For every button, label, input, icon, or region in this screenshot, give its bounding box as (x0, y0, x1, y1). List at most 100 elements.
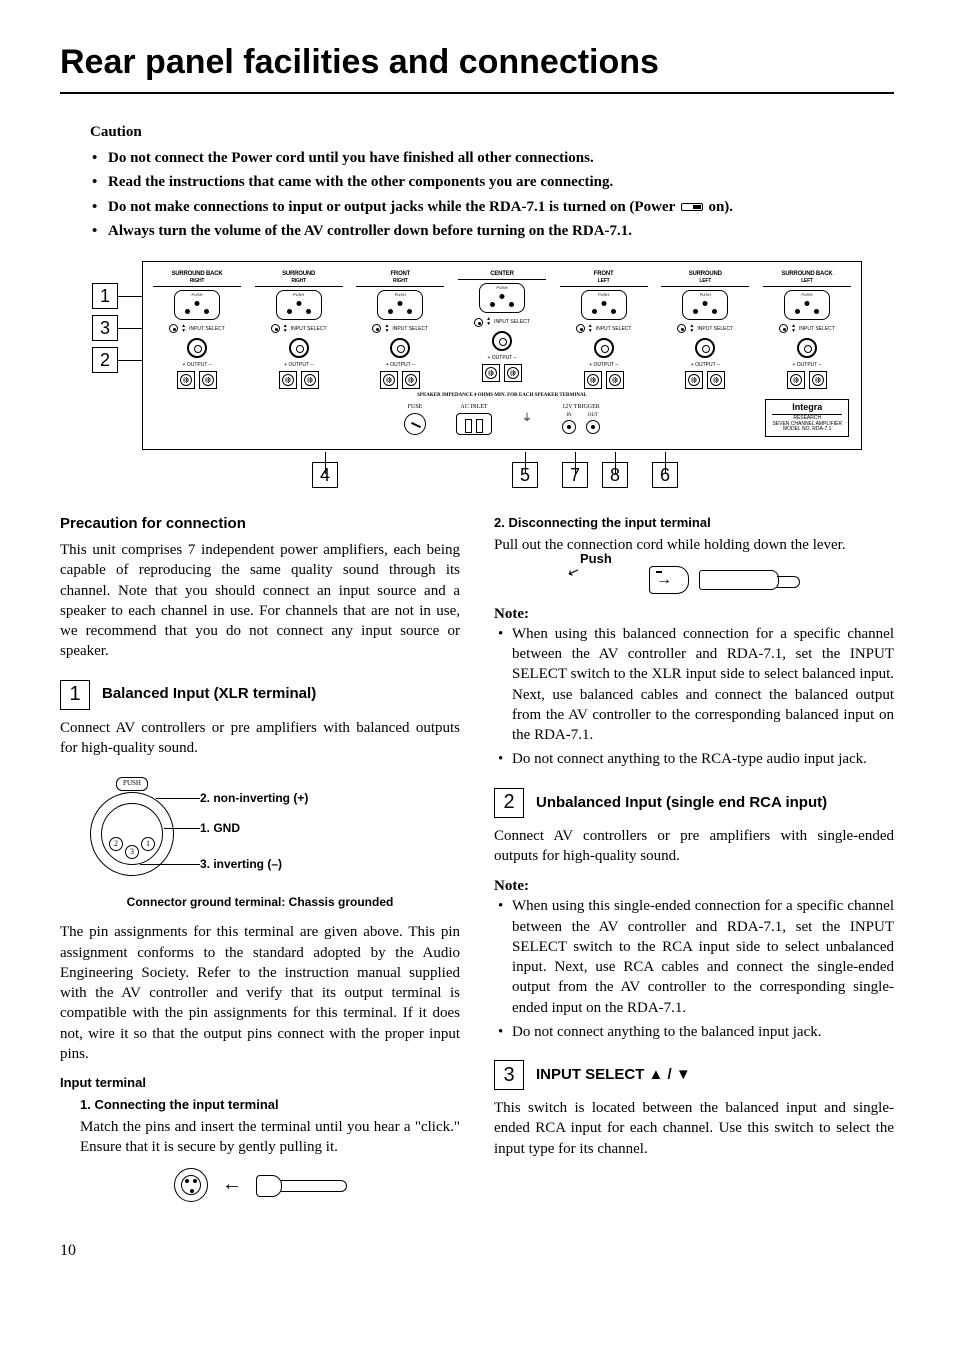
rca-input-icon (187, 338, 207, 358)
pin-label-3: 3. inverting (–) (200, 856, 282, 872)
channel-label: FRONTLEFT (560, 270, 648, 287)
plug-icon (256, 1172, 346, 1198)
section-1-p1: Connect AV controllers or pre amplifiers… (60, 718, 460, 759)
fuse-label: FUSE (404, 403, 426, 411)
speaker-terminals (255, 371, 343, 389)
callout-2: 2 (92, 347, 118, 373)
xlr-pin-diagram: 1 2 3 (80, 772, 200, 882)
trigger-block: 12V TRIGGER IN OUT (562, 403, 600, 434)
rca-input-icon (695, 338, 715, 358)
binding-post-icon (787, 371, 805, 389)
xlr-input-icon (784, 290, 830, 320)
xlr-input-icon (174, 290, 220, 320)
binding-post-icon (809, 371, 827, 389)
precaution-heading: Precaution for connection (60, 514, 460, 534)
select-knob-icon (779, 324, 788, 333)
binding-post-icon (606, 371, 624, 389)
channel-label: SURROUNDRIGHT (255, 270, 343, 287)
socket-icon (174, 1168, 208, 1202)
section-3-text: This switch is located between the balan… (494, 1098, 894, 1159)
section-1-number: 1 (60, 680, 90, 710)
arrow-right-icon: → (656, 569, 672, 591)
caution-block: Caution Do not connect the Power cord un… (90, 122, 894, 241)
caution-heading: Caution (90, 122, 894, 142)
disconnecting-heading: 2. Disconnecting the input terminal (494, 514, 894, 532)
impedance-label: SPEAKER IMPEDANCE 4 OHMS MIN. FOR EACH S… (417, 393, 587, 398)
precaution-text: This unit comprises 7 independent power … (60, 540, 460, 662)
rca-input-icon (797, 338, 817, 358)
rca-input-icon (390, 338, 410, 358)
binding-post-icon (482, 364, 500, 382)
note-item: When using this single-ended connection … (512, 896, 894, 1018)
push-label: Push (580, 550, 612, 568)
channel-label: SURROUND BACKLEFT (763, 270, 851, 287)
ac-inlet-block: AC INLET (456, 403, 492, 435)
section-2-number: 2 (494, 788, 524, 818)
disconnecting-text: Pull out the connection cord while holdi… (494, 535, 894, 555)
input-select-row: ▲▼INPUT SELECT (763, 324, 851, 334)
channel-block: SURROUNDLEFT▲▼INPUT SELECT+ OUTPUT – (661, 270, 749, 389)
channel-block: SURROUND BACKLEFT ▲▼INPUT SELECT + OUTPUT … (763, 270, 851, 389)
pin-label-2: 2. non-inverting (+) (200, 790, 308, 806)
right-column: 2. Disconnecting the input terminal Pull… (494, 514, 894, 1216)
output-label: + OUTPUT – (560, 362, 648, 369)
input-select-row: ▲▼INPUT SELECT (560, 324, 648, 334)
rca-input-icon (492, 331, 512, 351)
connecting-text: Match the pins and insert the terminal u… (80, 1117, 460, 1158)
pin-label-1: 1. GND (200, 820, 240, 836)
input-select-row: ▲▼INPUT SELECT (356, 324, 444, 334)
plug-barrel-icon (699, 570, 779, 590)
ac-label: AC INLET (456, 403, 492, 411)
input-terminal-heading: Input terminal (60, 1074, 460, 1092)
caution-item: Read the instructions that came with the… (108, 172, 894, 192)
disconnecting-diagram: Push ↘ → (534, 566, 894, 594)
brand-sub: RESEARCH SEVEN CHANNEL AMPLIFIER MODEL N… (772, 416, 842, 433)
caution-item: Do not make connections to input or outp… (108, 197, 894, 217)
note-item: Do not connect anything to the balanced … (512, 1022, 894, 1042)
caution-item: Always turn the volume of the AV control… (108, 221, 894, 241)
output-label: + OUTPUT – (255, 362, 343, 369)
trigger-label: 12V TRIGGER (562, 403, 600, 411)
note-item: Do not connect anything to the RCA-type … (512, 749, 894, 769)
binding-post-icon (301, 371, 319, 389)
callout-1: 1 (92, 283, 118, 309)
trigger-in-jack-icon (562, 420, 576, 434)
rca-input-icon (289, 338, 309, 358)
binding-post-icon (279, 371, 297, 389)
rear-panel-diagram: 1 3 2 SURROUND BACKRIGHT▲▼INPUT SELECT+ … (92, 261, 862, 490)
speaker-terminals (356, 371, 444, 389)
fuse-icon (404, 413, 426, 435)
binding-post-icon (402, 371, 420, 389)
section-3-heading: INPUT SELECT ▲ / ▼ (536, 1065, 691, 1085)
channel-block: SURROUNDRIGHT▲▼INPUT SELECT+ OUTPUT – (255, 270, 343, 389)
select-knob-icon (271, 324, 280, 333)
output-label: + OUTPUT – (763, 362, 851, 369)
speaker-terminals (560, 371, 648, 389)
speaker-terminals (661, 371, 749, 389)
xlr-input-icon (276, 290, 322, 320)
select-knob-icon (576, 324, 585, 333)
xlr-pin-3: 3 (125, 845, 139, 859)
channel-label: CENTER (458, 270, 546, 280)
left-column: Precaution for connection This unit comp… (60, 514, 460, 1216)
xlr-pin-1: 1 (141, 837, 155, 851)
binding-post-icon (584, 371, 602, 389)
binding-post-icon (504, 364, 522, 382)
fuse-block: FUSE (404, 403, 426, 435)
xlr-input-icon (479, 283, 525, 313)
channel-block: FRONTLEFT ▲▼INPUT SELECT + OUTPUT – (560, 270, 648, 389)
binding-post-icon (199, 371, 217, 389)
ac-socket-icon (456, 413, 492, 435)
select-knob-icon (169, 324, 178, 333)
section-1-heading: Balanced Input (XLR terminal) (102, 684, 316, 704)
select-knob-icon (677, 324, 686, 333)
channel-block: CENTER▲▼INPUT SELECT+ OUTPUT – (458, 270, 546, 389)
speaker-terminals (458, 364, 546, 382)
xlr-input-icon (682, 290, 728, 320)
section-2-text: Connect AV controllers or pre amplifiers… (494, 826, 894, 867)
xlr-pin-2: 2 (109, 837, 123, 851)
xlr-input-icon (377, 290, 423, 320)
connecting-heading: 1. Connecting the input terminal (80, 1096, 460, 1114)
channel-label: FRONTRIGHT (356, 270, 444, 287)
binding-post-icon (380, 371, 398, 389)
